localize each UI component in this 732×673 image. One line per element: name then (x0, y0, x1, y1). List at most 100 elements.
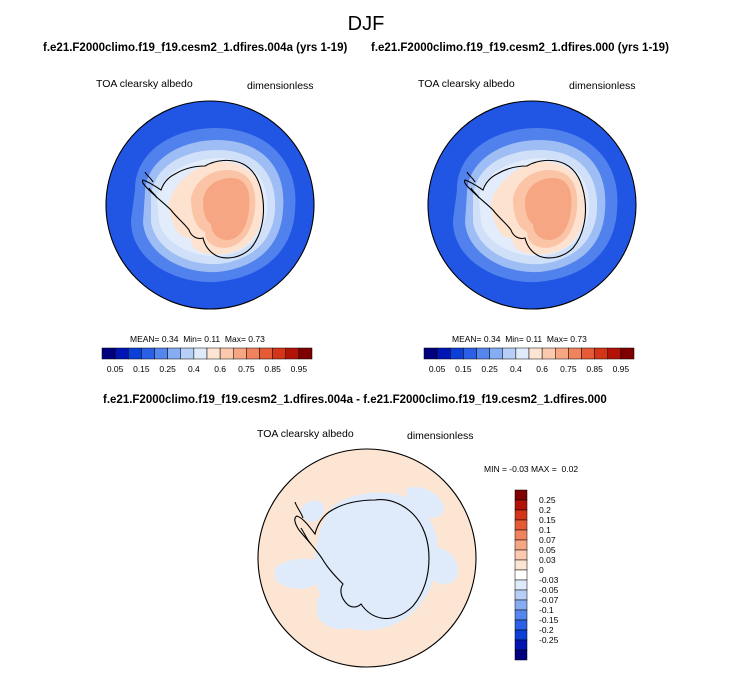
colorbar-tick-label: 0.25 (481, 364, 498, 374)
colorbar-tick-label: 0.4 (188, 364, 200, 374)
mean-label: MEAN= (130, 334, 160, 344)
diff-colorbar-swatch (514, 569, 528, 581)
colorbar-swatch (528, 347, 543, 360)
diff-colorbar-tick-label: -0.1 (539, 605, 554, 615)
diff-colorbar-swatch (514, 609, 528, 621)
diff-colorbar-tick-label: 0.25 (539, 495, 556, 505)
diff-colorbar-tick-label: -0.2 (539, 625, 554, 635)
diff-colorbar-swatch (514, 649, 528, 661)
mean-value: 0.34 (483, 334, 501, 344)
diff-colorbar-tick-label: -0.25 (539, 635, 559, 645)
colorbar-swatch (502, 347, 517, 360)
colorbar-swatch (581, 347, 595, 360)
diff-colorbar-tick-label: -0.03 (539, 575, 559, 585)
diff-colorbar-swatch (514, 639, 528, 651)
diff-colorbar-tick-label: 0.03 (539, 555, 556, 565)
diff-colorbar-swatch (514, 599, 528, 611)
colorbar-tick-label: 0.05 (107, 364, 124, 374)
colorbar-swatch (476, 347, 490, 360)
mean-value: 0.34 (161, 334, 179, 344)
diff-colorbar: 0.250.20.150.10.070.050.030-0.03-0.05-0.… (514, 489, 559, 661)
diff-min-label: MIN = (484, 464, 507, 474)
polar-map-left (105, 100, 315, 310)
colorbar-swatch (285, 347, 300, 360)
diff-colorbar-tick-label: 0 (539, 565, 544, 575)
colorbar-tick-label: 0.75 (238, 364, 255, 374)
colorbar-swatch (463, 347, 477, 360)
units-label-left: dimensionless (247, 80, 314, 92)
max-label: Max= (546, 334, 568, 344)
colorbar-swatch (620, 347, 635, 360)
colorbar-tick-label: 0.25 (159, 364, 176, 374)
colorbar-swatch (114, 347, 129, 360)
min-value: 0.11 (204, 334, 221, 344)
stats-left: MEAN= 0.34 Min= 0.11 Max= 0.73 (130, 334, 265, 344)
diff-title: f.e21.F2000climo.f19_f19.cesm2_1.dfires.… (103, 394, 607, 406)
diff-colorbar-swatch (514, 499, 528, 511)
colorbar-swatch (219, 347, 234, 360)
panel-title-left: f.e21.F2000climo.f19_f19.cesm2_1.dfires.… (43, 42, 348, 54)
max-value: 0.73 (248, 334, 265, 344)
diff-colorbar-swatch (514, 519, 528, 531)
colorbar-tick-label: 0.95 (613, 364, 630, 374)
diff-colorbar-tick-label: -0.15 (539, 615, 559, 625)
diff-units-label: dimensionless (407, 430, 474, 442)
diff-colorbar-tick-label: -0.07 (539, 595, 559, 605)
colorbar-swatch (436, 347, 451, 360)
diff-colorbar-swatch (514, 549, 528, 561)
colorbar-swatch (515, 347, 530, 360)
colorbar-swatch (193, 347, 208, 360)
diff-colorbar-swatch (514, 579, 528, 591)
colorbar-swatch (272, 347, 286, 360)
diff-colorbar-tick-label: -0.05 (539, 585, 559, 595)
diff-colorbar-tick-label: 0.15 (539, 515, 556, 525)
diff-colorbar-swatch (514, 619, 528, 631)
diff-minmax: MIN = -0.03 MAX = 0.02 (484, 464, 578, 474)
diff-colorbar-swatch (514, 559, 528, 571)
diff-colorbar-tick-label: 0.2 (539, 505, 551, 515)
colorbar-swatch (259, 347, 273, 360)
colorbar-swatch (154, 347, 168, 360)
colorbar-swatch (167, 347, 181, 360)
colorbar-swatch (607, 347, 622, 360)
colorbar-swatch (180, 347, 195, 360)
diff-max-label: MAX = (531, 464, 557, 474)
colorbar-tick-label: 0.6 (214, 364, 226, 374)
diff-colorbar-tick-label: 0.1 (539, 525, 551, 535)
colorbar-tick-label: 0.85 (586, 364, 603, 374)
diff-colorbar-tick-label: 0.05 (539, 545, 556, 555)
variable-label-left: TOA clearsky albedo (96, 78, 193, 90)
diff-colorbar-swatch (514, 529, 528, 541)
colorbar-tick-label: 0.05 (429, 364, 446, 374)
diff-min-value: -0.03 (509, 464, 529, 474)
polar-map-diff (257, 448, 477, 668)
colorbar-swatch (568, 347, 582, 360)
diff-map-fill (258, 449, 476, 667)
colorbar-swatch (141, 347, 155, 360)
stats-right: MEAN= 0.34 Min= 0.11 Max= 0.73 (452, 334, 587, 344)
colorbar-tick-label: 0.75 (560, 364, 577, 374)
colorbar-swatch (541, 347, 556, 360)
min-label: Min= (505, 334, 524, 344)
max-value: 0.73 (570, 334, 587, 344)
colorbar-swatch (233, 347, 247, 360)
colorbar-swatch (450, 347, 464, 360)
colorbar-swatch (298, 347, 313, 360)
diff-colorbar-swatch (514, 539, 528, 551)
diff-max-value: 0.02 (561, 464, 579, 474)
colorbar-swatch (128, 347, 142, 360)
colorbar-tick-label: 0.95 (291, 364, 308, 374)
diff-colorbar-swatch (514, 489, 528, 501)
variable-label-right: TOA clearsky albedo (418, 78, 515, 90)
max-label: Max= (224, 334, 246, 344)
map-fill-right (428, 101, 636, 309)
colorbar-swatch (246, 347, 260, 360)
min-label: Min= (183, 334, 202, 344)
polar-map-right (427, 100, 637, 310)
colorbar-tick-label: 0.4 (510, 364, 522, 374)
diff-colorbar-swatch (514, 509, 528, 521)
min-value: 0.11 (526, 334, 543, 344)
colorbar-swatch (594, 347, 608, 360)
colorbar-tick-label: 0.15 (455, 364, 472, 374)
colorbar-left: 0.05 0.15 0.25 0.4 0.6 0.75 0.85 0.95 (101, 347, 313, 374)
